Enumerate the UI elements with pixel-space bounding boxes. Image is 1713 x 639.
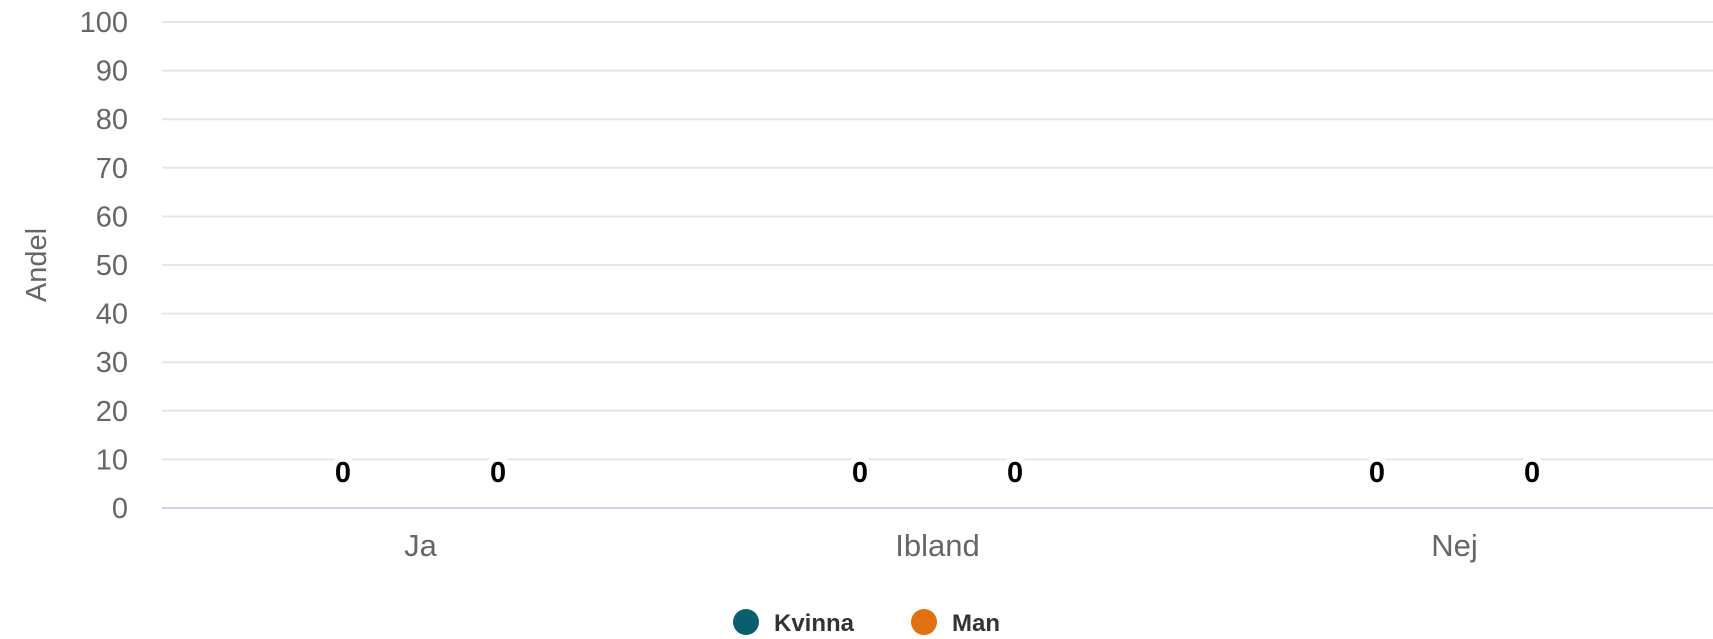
y-tick-label: 30 bbox=[96, 347, 128, 379]
legend-item[interactable]: Man bbox=[911, 609, 1000, 637]
legend-label: Kvinna bbox=[774, 610, 855, 637]
y-tick-label: 60 bbox=[96, 201, 128, 233]
gridlines bbox=[162, 21, 1713, 461]
data-label: 0 bbox=[1007, 457, 1023, 489]
legend[interactable]: Kvinna Man bbox=[733, 609, 1000, 637]
y-tick-label: 20 bbox=[96, 396, 128, 428]
data-label: 0 bbox=[1524, 457, 1540, 489]
y-tick-label: 50 bbox=[96, 250, 128, 282]
legend-item[interactable]: Kvinna bbox=[733, 609, 855, 637]
y-tick-label: 90 bbox=[96, 56, 128, 88]
y-tick-label: 0 bbox=[112, 493, 128, 525]
x-axis-categories: Ja Ibland Nej bbox=[404, 528, 1478, 563]
data-label: 0 bbox=[1369, 457, 1385, 489]
y-axis-title: Andel bbox=[21, 228, 53, 302]
x-category-label: Nej bbox=[1431, 528, 1478, 563]
y-axis-ticks: 0 10 20 30 40 50 60 70 80 90 100 bbox=[80, 7, 128, 525]
x-category-label: Ja bbox=[404, 528, 438, 563]
y-tick-label: 80 bbox=[96, 104, 128, 136]
y-tick-label: 40 bbox=[96, 299, 128, 331]
legend-marker-icon bbox=[911, 609, 937, 635]
data-label: 0 bbox=[852, 457, 868, 489]
y-tick-label: 100 bbox=[80, 7, 128, 39]
data-label: 0 bbox=[335, 457, 351, 489]
data-label: 0 bbox=[490, 457, 506, 489]
data-labels: 0 0 0 0 0 0 bbox=[329, 451, 1546, 495]
y-tick-label: 70 bbox=[96, 153, 128, 185]
legend-label: Man bbox=[952, 610, 1000, 637]
y-tick-label: 10 bbox=[96, 444, 128, 476]
legend-marker-icon bbox=[733, 609, 759, 635]
x-category-label: Ibland bbox=[895, 528, 979, 563]
